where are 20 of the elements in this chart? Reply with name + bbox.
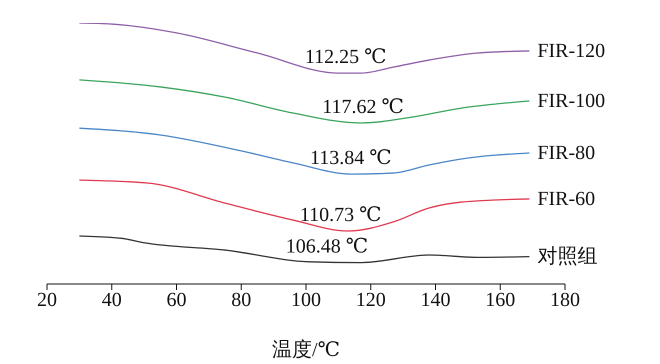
- annotation: 112.25 ℃: [304, 46, 386, 68]
- x-tick-label: 20: [37, 289, 57, 312]
- annotation: 113.84 ℃: [310, 147, 392, 170]
- x-tick-label: 160: [485, 289, 516, 312]
- series-label: FIR-120: [537, 40, 606, 62]
- x-tick-label: 40: [102, 289, 122, 312]
- annotation: 117.62 ℃: [322, 96, 404, 118]
- annotation: 106.48 ℃: [286, 236, 368, 258]
- series-label: 对照组: [537, 246, 598, 268]
- x-tick-label: 140: [420, 289, 450, 312]
- x-tick-label: 80: [231, 289, 252, 312]
- series-label: FIR-80: [537, 142, 596, 164]
- x-tick-label: 180: [550, 289, 580, 312]
- series-label: FIR-60: [537, 188, 596, 210]
- x-axis-title: 温度/℃: [272, 339, 340, 361]
- annotation: 110.73 ℃: [300, 204, 382, 226]
- x-tick-label: 100: [291, 289, 321, 312]
- x-tick-label: 60: [166, 289, 186, 312]
- series-label: FIR-100: [537, 90, 606, 112]
- x-tick-label: 120: [356, 289, 386, 312]
